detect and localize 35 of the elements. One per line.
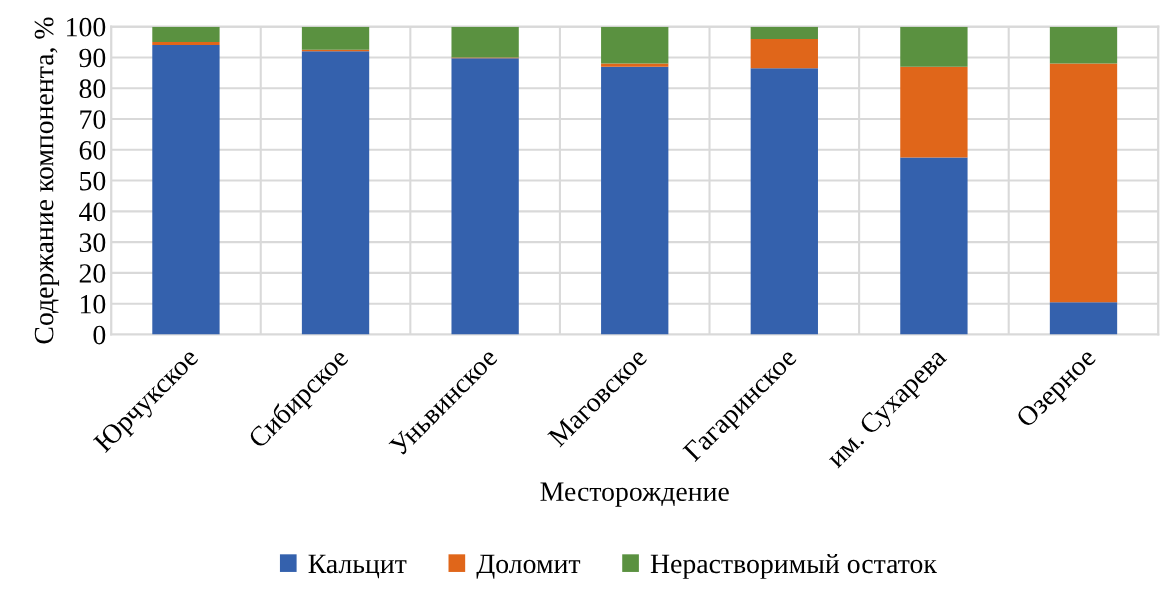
bar: [750, 38, 818, 69]
bar: [152, 26, 220, 43]
y-tick-label: 20: [79, 264, 106, 283]
y-axis-title: Содержание компонента, %: [34, 17, 60, 344]
bar: [601, 66, 669, 335]
bar: [152, 42, 220, 46]
legend-label: Кальцит: [308, 554, 407, 579]
y-tick-label: 60: [79, 140, 106, 160]
bar: [1049, 302, 1118, 335]
x-axis-title: Месторождение: [540, 482, 729, 507]
bar: [750, 26, 818, 39]
bar: [1049, 63, 1118, 303]
bar: [601, 63, 669, 67]
bar: [152, 45, 220, 335]
y-tick-label: 80: [79, 79, 106, 99]
y-tick-label: 70: [80, 110, 106, 129]
bar: [900, 26, 968, 67]
y-tick-label: 0: [93, 325, 106, 345]
y-tick-label: 10: [80, 294, 106, 314]
bar: [451, 26, 519, 58]
legend-label: Доломит: [476, 554, 581, 579]
bar: [451, 58, 519, 335]
y-tick-label: 90: [79, 48, 106, 68]
bar: [900, 66, 968, 158]
y-tick-label: 30: [79, 233, 106, 253]
bar: [750, 68, 818, 335]
bar: [601, 26, 669, 64]
y-tick-label: 50: [80, 171, 106, 191]
bar: [1049, 26, 1118, 64]
legend-label: Нерастворимый остаток: [650, 553, 937, 579]
bar: [301, 26, 370, 50]
bar: [900, 157, 968, 335]
bar: [301, 51, 370, 335]
y-tick-label: 40: [79, 202, 106, 222]
y-tick-label: 100: [67, 17, 106, 37]
